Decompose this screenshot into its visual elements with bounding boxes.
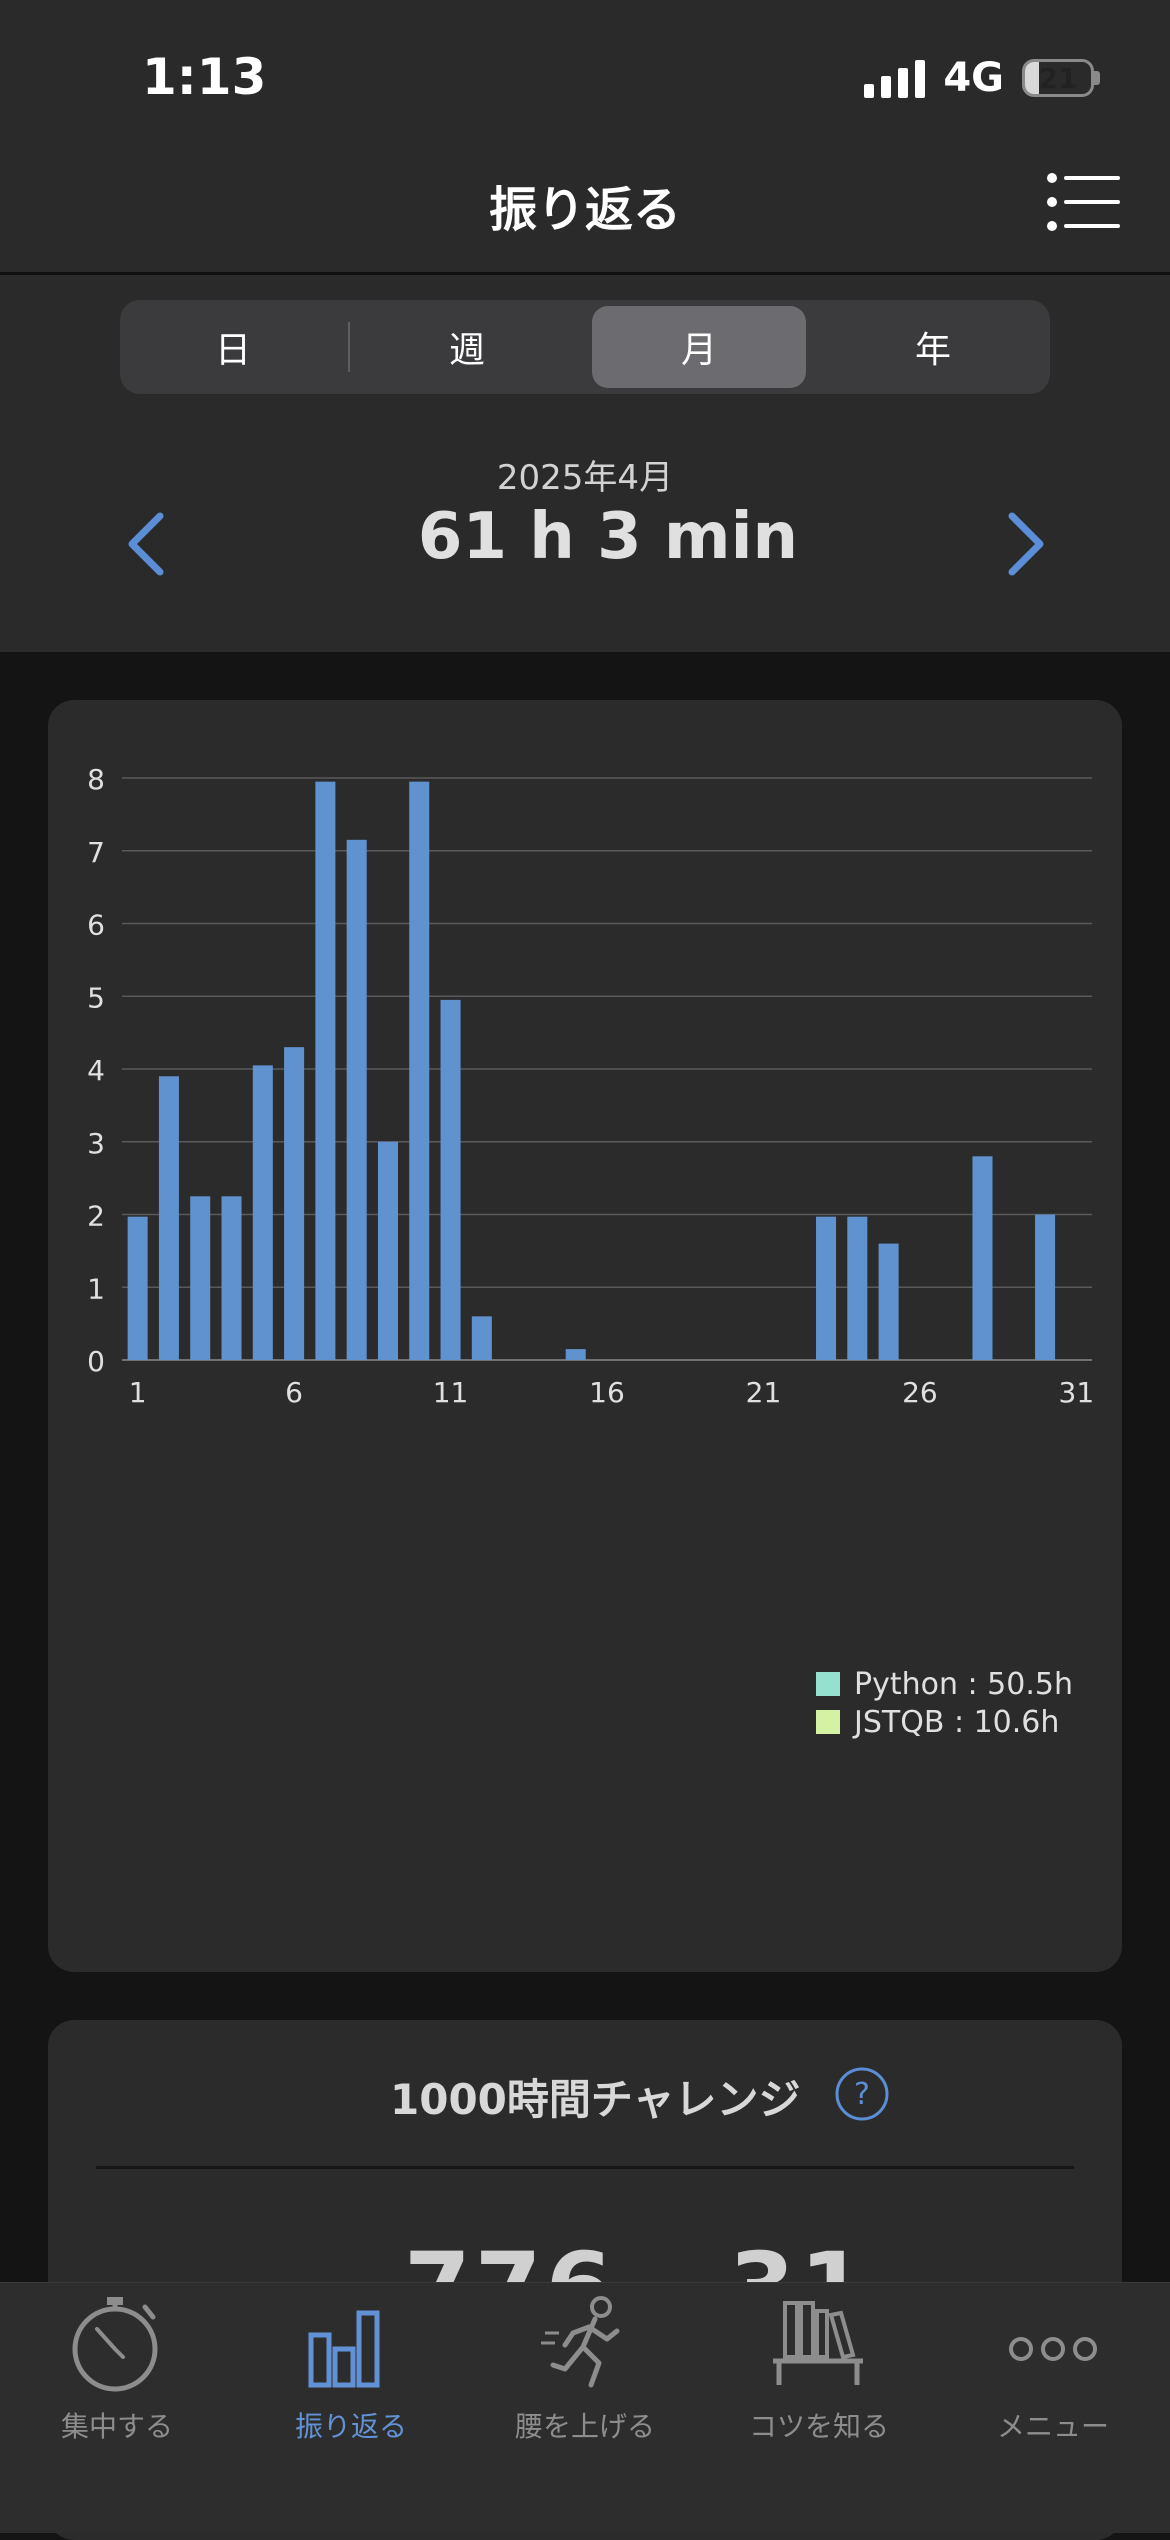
- tab-focus[interactable]: 集中する: [0, 2283, 234, 2533]
- x-tick-label: 11: [433, 1376, 469, 1409]
- segment-year[interactable]: 年: [914, 330, 951, 371]
- bar-day-2: [158, 1076, 179, 1360]
- bar-day-8: [346, 839, 367, 1360]
- tab-review[interactable]: 振り返る: [234, 2283, 468, 2533]
- battery-icon: 21: [1022, 59, 1094, 97]
- status-time: 1:13: [142, 48, 267, 106]
- bookshelf-icon: [773, 2301, 863, 2385]
- legend-item-jstqb: JSTQB : 10.6h: [816, 1704, 1073, 1740]
- bar-day-6: [284, 1047, 305, 1360]
- header-divider: [0, 272, 1170, 275]
- bar-chart-icon: [308, 2310, 380, 2388]
- y-tick-label: 4: [87, 1054, 105, 1087]
- bar-day-4: [221, 1196, 242, 1360]
- bar-day-7: [315, 781, 336, 1360]
- challenge-title: 1000時間チャレンジ: [390, 2075, 801, 2124]
- bar-day-5: [252, 1065, 273, 1360]
- donut-legend: Python : 50.5h JSTQB : 10.6h: [816, 1666, 1073, 1742]
- tab-label: コツを知る: [748, 2410, 889, 2443]
- legend-label-jstqb: JSTQB : 10.6h: [854, 1704, 1060, 1740]
- y-tick-label: 5: [87, 981, 105, 1014]
- y-tick-label: 1: [87, 1272, 105, 1305]
- stopwatch-icon: [72, 2297, 158, 2392]
- bar-day-24: [847, 1216, 868, 1360]
- legend-swatch-python: [816, 1672, 840, 1696]
- bar-day-3: [190, 1196, 211, 1360]
- running-person-icon: [541, 2296, 620, 2388]
- bar-day-23: [816, 1216, 837, 1360]
- bar-day-12: [471, 1316, 492, 1360]
- x-tick-label: 21: [746, 1376, 782, 1409]
- period-segmented-control: 日 週 月 年: [120, 300, 1050, 394]
- previous-period-button[interactable]: [118, 508, 178, 580]
- x-tick-label: 26: [902, 1376, 938, 1409]
- list-menu-button[interactable]: [1046, 170, 1122, 234]
- x-tick-label: 16: [589, 1376, 625, 1409]
- tab-label: 腰を上げる: [514, 2410, 655, 2443]
- x-tick-label: 31: [1059, 1376, 1095, 1409]
- bar-day-25: [878, 1243, 899, 1360]
- status-icons: 4G 21: [864, 50, 1100, 106]
- list-icon: [1047, 173, 1120, 231]
- bar-day-28: [972, 1156, 993, 1360]
- tab-label: 振り返る: [294, 2410, 407, 2443]
- legend-label-python: Python : 50.5h: [854, 1666, 1073, 1702]
- svg-text:?: ?: [854, 2077, 870, 2112]
- y-tick-label: 6: [87, 909, 105, 942]
- segment-month[interactable]: 月: [592, 306, 806, 388]
- y-tick-label: 2: [87, 1200, 105, 1233]
- segment-week[interactable]: 週: [448, 330, 485, 371]
- y-tick-label: 7: [87, 836, 105, 869]
- tab-label: メニュー: [996, 2410, 1109, 2443]
- total-time: 61 h 3 min: [417, 500, 799, 574]
- tab-menu[interactable]: メニュー: [936, 2283, 1170, 2533]
- chevron-left-icon: [128, 512, 164, 576]
- more-icon: [1009, 2337, 1097, 2361]
- page-title: 振り返る: [488, 182, 681, 238]
- period-label: 2025年4月: [496, 458, 674, 498]
- battery-percent: 21: [1038, 61, 1078, 95]
- bar-day-10: [409, 781, 430, 1360]
- legend-swatch-jstqb: [816, 1710, 840, 1734]
- x-tick-label: 1: [129, 1376, 147, 1409]
- next-period-button[interactable]: [994, 508, 1054, 580]
- question-icon: ?: [835, 2067, 889, 2121]
- tab-bar: 集中する 振り返る 腰を上げる コツを知る: [0, 2282, 1170, 2533]
- bar-day-15: [565, 1349, 586, 1360]
- bar-day-11: [440, 999, 461, 1360]
- x-tick-label: 6: [285, 1376, 303, 1409]
- chevron-right-icon: [1008, 512, 1044, 576]
- tab-label: 集中する: [60, 2410, 173, 2443]
- bar-day-9: [377, 1141, 398, 1360]
- legend-item-python: Python : 50.5h: [816, 1666, 1073, 1702]
- y-tick-label: 0: [87, 1345, 105, 1378]
- signal-icon: [864, 58, 926, 98]
- bar-day-30: [1035, 1214, 1056, 1360]
- tab-get-moving[interactable]: 腰を上げる: [468, 2283, 702, 2533]
- y-tick-label: 3: [87, 1127, 105, 1160]
- segment-day[interactable]: 日: [214, 330, 251, 371]
- challenge-divider: [96, 2166, 1074, 2169]
- tab-learn-tips[interactable]: コツを知る: [702, 2283, 936, 2533]
- y-tick-label: 8: [87, 763, 105, 796]
- bar-day-1: [127, 1216, 148, 1360]
- network-type: 4G: [943, 55, 1004, 101]
- help-button[interactable]: ?: [834, 2066, 890, 2122]
